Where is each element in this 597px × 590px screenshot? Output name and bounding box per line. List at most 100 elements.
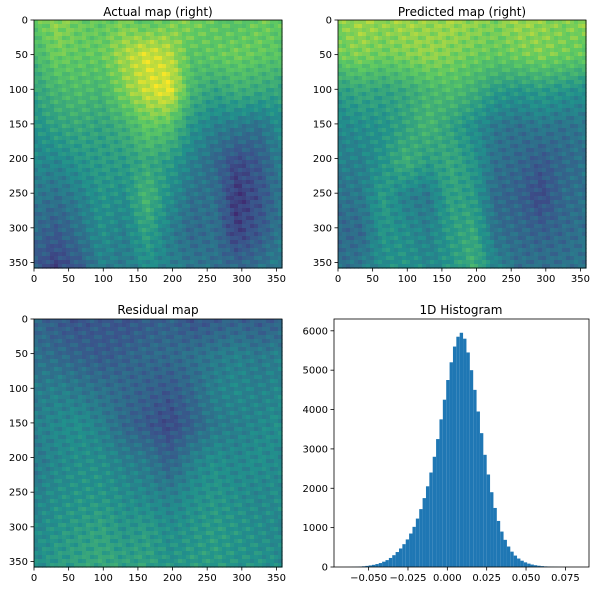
heatmap-cell	[226, 180, 231, 185]
heatmap-cell	[74, 188, 79, 193]
heatmap-cell	[142, 240, 147, 245]
heatmap-cell	[142, 44, 147, 49]
heatmap-cell	[50, 264, 55, 269]
heatmap-cell	[230, 56, 235, 61]
heatmap-cell	[358, 84, 363, 89]
heatmap-cell	[494, 56, 499, 61]
heatmap-cell	[574, 32, 579, 37]
heatmap-cell	[410, 80, 415, 85]
heatmap-cell	[566, 76, 571, 81]
heatmap-cell	[178, 180, 183, 185]
heatmap-cell	[170, 196, 175, 201]
heatmap-cell	[250, 72, 255, 77]
heatmap-cell	[566, 80, 571, 85]
heatmap-cell	[50, 124, 55, 129]
heatmap-cell	[170, 104, 175, 109]
heatmap-cell	[94, 44, 99, 49]
heatmap-cell	[74, 112, 79, 117]
heatmap-cell	[102, 124, 107, 129]
heatmap-cell	[254, 44, 259, 49]
heatmap-cell	[462, 56, 467, 61]
heatmap-cell	[90, 220, 95, 225]
heatmap-cell	[410, 36, 415, 41]
heatmap-cell	[262, 84, 267, 89]
heatmap-cell	[218, 184, 223, 189]
heatmap-cell	[34, 196, 39, 201]
x-tick-label: 300	[232, 274, 251, 285]
heatmap-cell	[230, 204, 235, 209]
heatmap-cell	[122, 116, 127, 121]
heatmap-cell	[338, 84, 343, 89]
heatmap-cell	[110, 120, 115, 125]
heatmap-cell	[246, 204, 251, 209]
heatmap-cell	[378, 32, 383, 37]
heatmap-cell	[42, 160, 47, 165]
heatmap-cell	[50, 28, 55, 33]
heatmap-cell	[98, 188, 103, 193]
heatmap-cell	[154, 232, 159, 237]
heatmap-cell	[266, 132, 271, 137]
heatmap-cell	[178, 64, 183, 69]
heatmap-cell	[154, 200, 159, 205]
heatmap-cell	[250, 20, 255, 25]
heatmap-cell	[42, 220, 47, 225]
heatmap-cell	[202, 252, 207, 257]
heatmap-cell	[130, 96, 135, 101]
heatmap-cell	[550, 20, 555, 25]
heatmap-cell	[66, 80, 71, 85]
heatmap-cell	[250, 184, 255, 189]
heatmap-cell	[170, 208, 175, 213]
heatmap-cell	[246, 136, 251, 141]
heatmap-cell	[78, 108, 83, 113]
heatmap-cell	[574, 72, 579, 77]
heatmap-cell	[158, 104, 163, 109]
heatmap-cell	[146, 164, 151, 169]
heatmap-cell	[234, 136, 239, 141]
heatmap-cell	[186, 172, 191, 177]
heatmap-cell	[246, 260, 251, 265]
heatmap-cell	[234, 152, 239, 157]
heatmap-cell	[34, 124, 39, 129]
heatmap-cell	[126, 184, 131, 189]
heatmap-cell	[170, 236, 175, 241]
heatmap-cell	[262, 20, 267, 25]
heatmap-cell	[190, 228, 195, 233]
heatmap-cell	[54, 20, 59, 25]
heatmap-cell	[198, 36, 203, 41]
heatmap-cell	[370, 20, 375, 25]
heatmap-cell	[374, 84, 379, 89]
heatmap-cell	[238, 220, 243, 225]
heatmap-cell	[266, 200, 271, 205]
heatmap-cell	[82, 176, 87, 181]
heatmap-cell	[162, 212, 167, 217]
heatmap-cell	[546, 56, 551, 61]
heatmap-cell	[142, 196, 147, 201]
heatmap-cell	[214, 36, 219, 41]
heatmap-cell	[86, 60, 91, 65]
heatmap-cell	[186, 212, 191, 217]
heatmap-cell	[214, 64, 219, 69]
heatmap-cell	[566, 56, 571, 61]
heatmap-cell	[250, 240, 255, 245]
heatmap-cell	[234, 92, 239, 97]
heatmap-cell	[42, 52, 47, 57]
heatmap-cell	[198, 152, 203, 157]
heatmap-cell	[278, 248, 283, 253]
heatmap-cell	[438, 84, 443, 89]
heatmap-cell	[202, 104, 207, 109]
heatmap-cell	[166, 260, 171, 265]
heatmap-cell	[110, 92, 115, 97]
heatmap-cell	[46, 168, 51, 173]
heatmap-cell	[138, 200, 143, 205]
heatmap-cell	[362, 36, 367, 41]
heatmap-cell	[106, 204, 111, 209]
heatmap-cell	[126, 176, 131, 181]
heatmap-cell	[242, 224, 247, 229]
heatmap-cell	[178, 56, 183, 61]
heatmap-cell	[218, 228, 223, 233]
heatmap-cell	[46, 152, 51, 157]
heatmap-cell	[426, 72, 431, 77]
heatmap-cell	[262, 72, 267, 77]
heatmap-cell	[546, 36, 551, 41]
heatmap-cell	[126, 72, 131, 77]
